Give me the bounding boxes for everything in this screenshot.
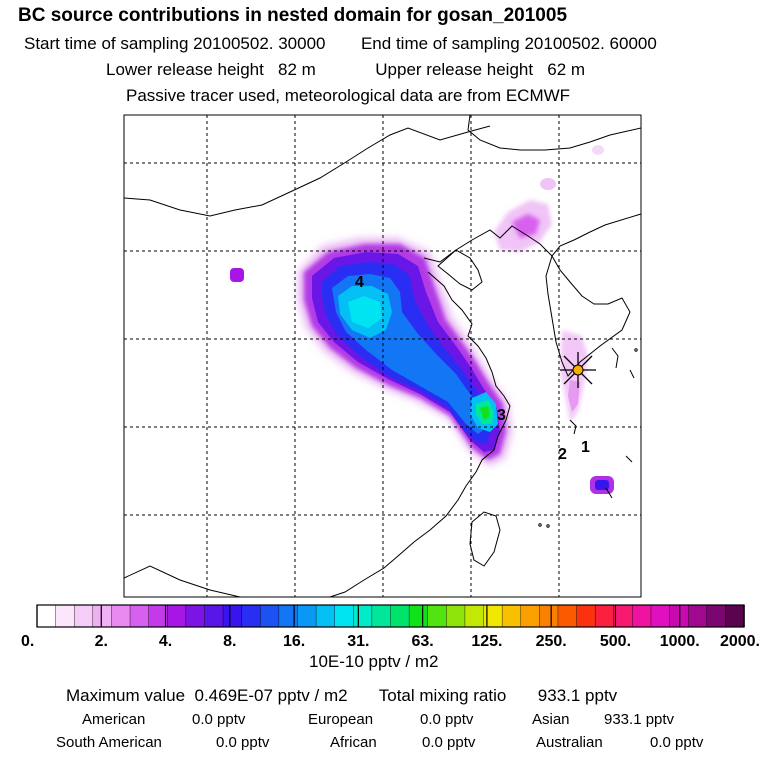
colorbar-cell bbox=[650, 604, 671, 628]
colorbar-tick-label: 0. bbox=[21, 633, 34, 650]
upper-label: Upper release height bbox=[375, 60, 534, 79]
colorbar-cell bbox=[148, 604, 168, 628]
colorbar-cell bbox=[706, 604, 727, 628]
summary-line: Maximum value 0.469E-07 pptv / m2 Total … bbox=[66, 686, 617, 706]
colorbar-cell bbox=[594, 604, 615, 628]
colorbar-cell bbox=[55, 604, 75, 628]
region-name-american: American bbox=[82, 711, 146, 728]
colorbar-units: 10E-10 pptv / m2 bbox=[309, 652, 439, 671]
colorbar-ticks bbox=[36, 605, 745, 627]
marker-3: 3 bbox=[497, 407, 506, 424]
region-value-australian: 0.0 pptv bbox=[650, 734, 704, 751]
colorbar-cell bbox=[539, 604, 559, 628]
colorbar-cell bbox=[260, 604, 280, 628]
lower-value: 82 m bbox=[278, 60, 316, 79]
colorbar-cell bbox=[92, 604, 113, 628]
colorbar-cell bbox=[185, 604, 206, 628]
colorbar-cell bbox=[315, 604, 336, 628]
colorbar-tick-label: 250. bbox=[536, 633, 567, 650]
end-value: 20100502. 60000 bbox=[524, 34, 657, 53]
colorbar-tick-labels: 0. 2. 4. 8. 16. 31. 63. 125. 250. 500. 1000. 2000. bbox=[21, 633, 760, 650]
colorbar-cell bbox=[725, 604, 745, 628]
region-name-european: European bbox=[308, 711, 374, 728]
region-value-african: 0.0 pptv bbox=[422, 734, 476, 751]
lat-lon-grid bbox=[124, 115, 641, 597]
region-value-european: 0.0 pptv bbox=[420, 711, 474, 728]
start-label: Start time of sampling bbox=[24, 34, 189, 53]
colorbar-cell bbox=[74, 604, 94, 628]
colorbar-cell bbox=[613, 604, 634, 628]
total-label: Total mixing ratio bbox=[378, 686, 507, 705]
map-title: BC source contributions in nested domain… bbox=[18, 5, 568, 26]
colorbar-cell bbox=[408, 604, 429, 628]
receptor-star-icon bbox=[560, 352, 596, 388]
colorbar-tick-label: 2. bbox=[95, 633, 108, 650]
colorbar-tick-label: 500. bbox=[600, 633, 631, 650]
colorbar-tick-label: 2000. bbox=[720, 633, 760, 650]
region-name-south-american: South American bbox=[56, 734, 162, 751]
colorbar-cell bbox=[390, 604, 410, 628]
colorbar-cell bbox=[371, 604, 392, 628]
colorbar-cell bbox=[129, 604, 150, 628]
colorbar-cell bbox=[446, 604, 466, 628]
colorbar-cell bbox=[204, 604, 224, 628]
colorbar-cell bbox=[576, 604, 596, 628]
colorbar-cell bbox=[427, 604, 448, 628]
total-value: 933.1 pptv bbox=[537, 686, 618, 705]
upper-value: 62 m bbox=[547, 60, 586, 79]
colorbar-cell bbox=[687, 604, 708, 628]
lower-label: Lower release height bbox=[106, 60, 264, 79]
sampling-line: Start time of sampling 20100502. 30000 E… bbox=[24, 34, 657, 54]
colorbar-cell bbox=[464, 604, 485, 628]
release-line: Lower release height 82 m Upper release … bbox=[106, 60, 585, 80]
start-value: 20100502. 30000 bbox=[193, 34, 326, 53]
colorbar-cell bbox=[557, 604, 578, 628]
region-name-african: African bbox=[330, 734, 377, 751]
region-value-american: 0.0 pptv bbox=[192, 711, 246, 728]
max-value: 0.469E-07 pptv / m2 bbox=[194, 686, 348, 705]
colorbar-tick-label: 4. bbox=[159, 633, 172, 650]
colorbar-cell bbox=[297, 604, 317, 628]
colorbar-cell bbox=[111, 604, 131, 628]
colorbar-cell bbox=[501, 604, 522, 628]
colorbar-tick-label: 16. bbox=[283, 633, 305, 650]
marker-1: 1 bbox=[581, 439, 590, 456]
colorbar-cell bbox=[241, 604, 261, 628]
colorbar-tick-label: 125. bbox=[471, 633, 502, 650]
region-name-asian: Asian bbox=[532, 711, 570, 728]
region-value-asian: 933.1 pptv bbox=[604, 711, 675, 728]
colorbar-tick-label: 63. bbox=[412, 633, 434, 650]
region-value-south-american: 0.0 pptv bbox=[216, 734, 270, 751]
colorbar-cell bbox=[632, 604, 652, 628]
marker-4: 4 bbox=[355, 274, 364, 291]
colorbar-cells bbox=[36, 604, 745, 628]
region-name-australian: Australian bbox=[536, 734, 603, 751]
max-label: Maximum value bbox=[66, 686, 186, 705]
end-label: End time of sampling bbox=[360, 34, 520, 53]
colorbar: 0. 2. 4. 8. 16. 31. 63. 125. 250. 500. 1000. 2000. bbox=[21, 604, 760, 650]
colorbar-cell bbox=[520, 604, 541, 628]
colorbar-cell bbox=[167, 604, 187, 628]
colorbar-cell bbox=[278, 604, 299, 628]
concentration-plume bbox=[230, 145, 614, 494]
tracer-note: Passive tracer used, meteorological data… bbox=[126, 86, 571, 105]
colorbar-cell bbox=[353, 604, 373, 628]
colorbar-tick-label: 31. bbox=[347, 633, 369, 650]
colorbar-cell bbox=[334, 604, 354, 628]
marker-2: 2 bbox=[558, 446, 567, 463]
colorbar-tick-label: 8. bbox=[223, 633, 236, 650]
colorbar-tick-label: 1000. bbox=[660, 633, 700, 650]
colorbar-cell bbox=[36, 604, 57, 628]
colorbar-cell bbox=[222, 604, 243, 628]
